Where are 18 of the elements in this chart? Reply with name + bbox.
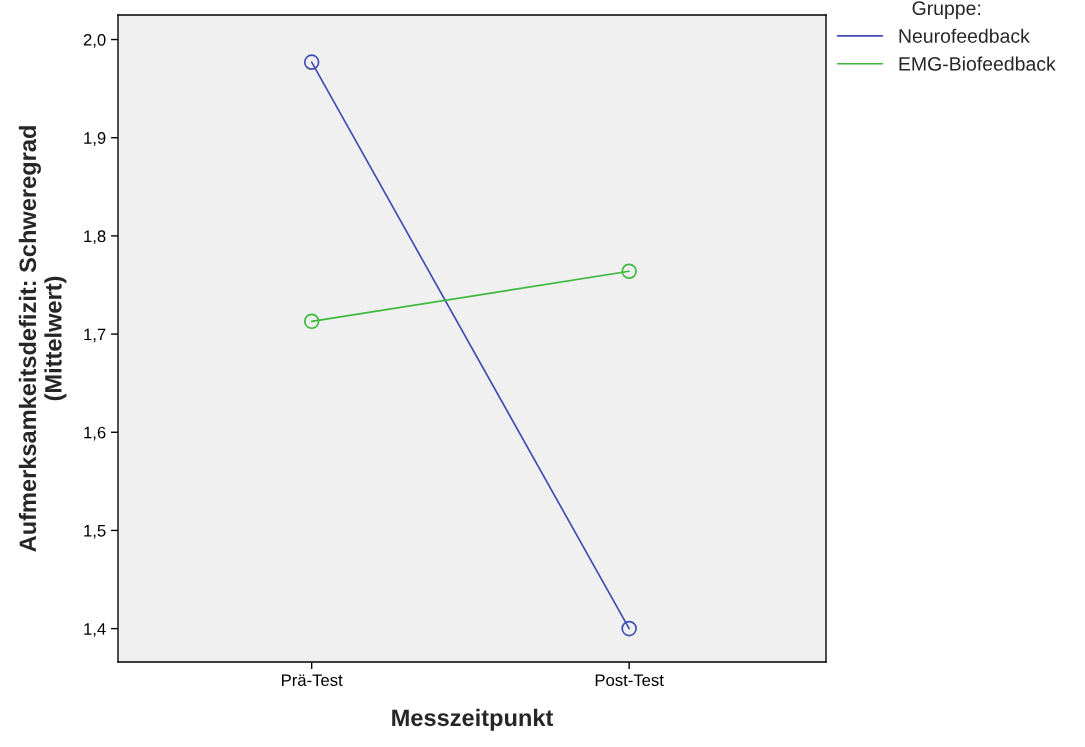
legend-label: EMG-Biofeedback [899, 56, 1056, 71]
point [303, 54, 320, 70]
y-tick-label: 2,0 [83, 33, 106, 48]
y-tick-label: 1,9 [84, 132, 106, 146]
point [621, 620, 637, 637]
x-tick-label: Prä-Test [282, 674, 343, 687]
y-tick-label: 1,5 [84, 525, 106, 539]
point [621, 263, 637, 280]
legend-title: Gruppe: [912, 1, 981, 19]
y-tick-label: 1,7 [84, 328, 106, 343]
y-tick-label: 1,6 [84, 426, 106, 441]
legend-label: Neurofeedback [899, 28, 1030, 43]
x-tick-label: Post-Test [595, 674, 664, 687]
y-tick-label: 1,8 [84, 230, 106, 245]
point [303, 313, 320, 330]
y-tick-label: 1,4 [84, 623, 106, 637]
y-axis-title: Aufmerksamkeitsdefizit: Schweregrad (Mittelwert) [18, 126, 67, 552]
x-axis-title: Messzeitpunkt [392, 708, 554, 731]
